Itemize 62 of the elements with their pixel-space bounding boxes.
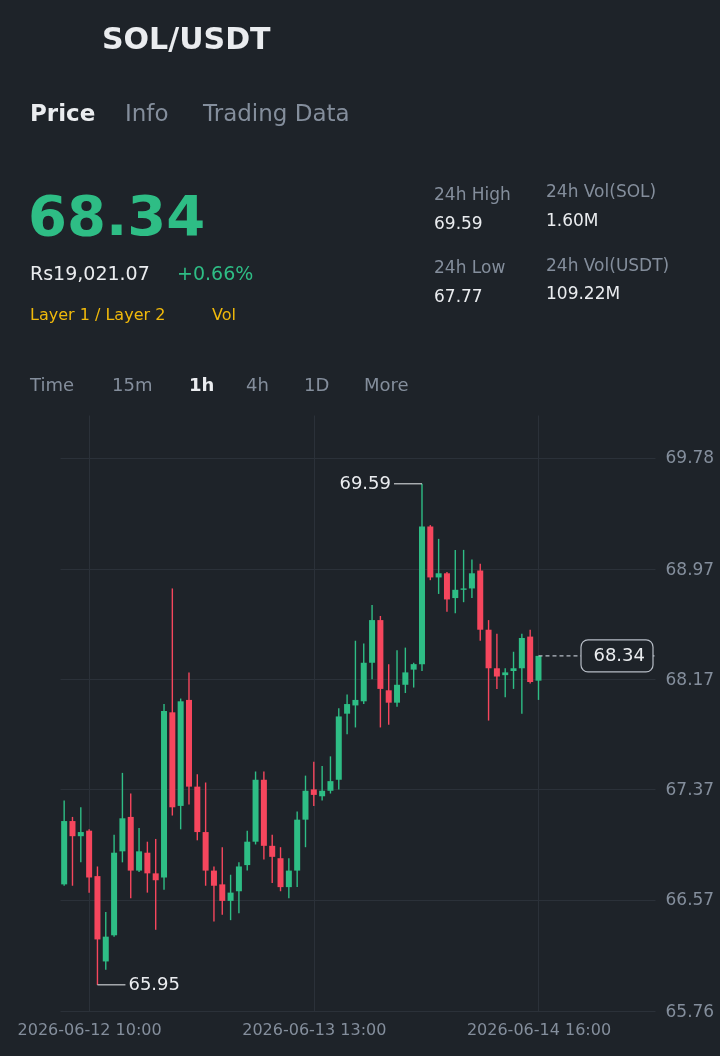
y-tick-label: 68.97 (665, 558, 715, 579)
candlestick (460, 549, 467, 603)
y-tick-label: 65.76 (665, 1000, 715, 1021)
y-tick-label: 67.37 (665, 778, 715, 799)
candlestick (69, 816, 76, 887)
text: 109.22M (546, 283, 621, 303)
annotation: 69.59 (339, 471, 391, 493)
candlestick (285, 857, 292, 899)
candlestick (227, 874, 234, 921)
candlestick (394, 649, 401, 708)
text: 69.59 (434, 213, 483, 233)
ref-line-label: 68.34 (593, 643, 645, 665)
candlestick (435, 538, 442, 595)
candlestick (152, 838, 159, 931)
candlestick (219, 846, 226, 916)
x-tick-label: 2026-06-13 13:00 (242, 1019, 387, 1039)
candlestick (144, 841, 151, 894)
candlestick (269, 834, 276, 884)
text: 24h High (434, 184, 511, 204)
candlestick (502, 667, 509, 698)
candlestick (352, 640, 359, 729)
text: 67.77 (434, 286, 483, 306)
y-tick-label: 66.57 (665, 889, 715, 910)
candlestick (410, 662, 417, 689)
text: Info (125, 100, 169, 126)
text: 1.60M (546, 210, 599, 230)
candlestick (210, 865, 217, 923)
candlestick (385, 663, 392, 726)
candlestick (136, 827, 143, 873)
text: Layer 1 / Layer 2 (30, 305, 166, 324)
text: Vol (212, 305, 236, 324)
text: Rs19,021.07 (30, 262, 150, 284)
y-tick-label: 68.17 (665, 668, 715, 689)
candlestick (327, 755, 334, 795)
x-tick-label: 2026-06-12 10:00 (17, 1019, 162, 1039)
candlestick (402, 646, 409, 694)
text: 4h (246, 374, 269, 395)
text: More (364, 374, 409, 395)
text: 1D (304, 374, 330, 395)
candlestick (493, 633, 500, 690)
text: Price (30, 100, 96, 126)
text: 15m (112, 374, 153, 395)
candlestick (452, 549, 459, 614)
candlestick (344, 693, 351, 736)
candlestick (510, 651, 517, 690)
text: 68.34 (28, 183, 206, 248)
text: 24h Vol(SOL) (546, 181, 657, 201)
chart-title: SOL/USDT (102, 21, 272, 56)
candlestick (468, 558, 475, 599)
text: 24h Low (434, 257, 506, 277)
text: 24h Vol(USDT) (546, 255, 670, 275)
annotation: 65.95 (128, 972, 180, 994)
candlestick (319, 765, 326, 802)
text: +0.66% (177, 262, 254, 284)
candlestick (77, 806, 84, 864)
text: 1h (189, 374, 215, 395)
x-tick-label: 2026-06-14 16:00 (466, 1019, 612, 1039)
y-tick-label: 69.78 (665, 447, 715, 468)
text: Trading Data (202, 100, 350, 126)
text: Time (29, 374, 75, 395)
candlestick (244, 829, 251, 872)
candlestick (310, 761, 317, 807)
